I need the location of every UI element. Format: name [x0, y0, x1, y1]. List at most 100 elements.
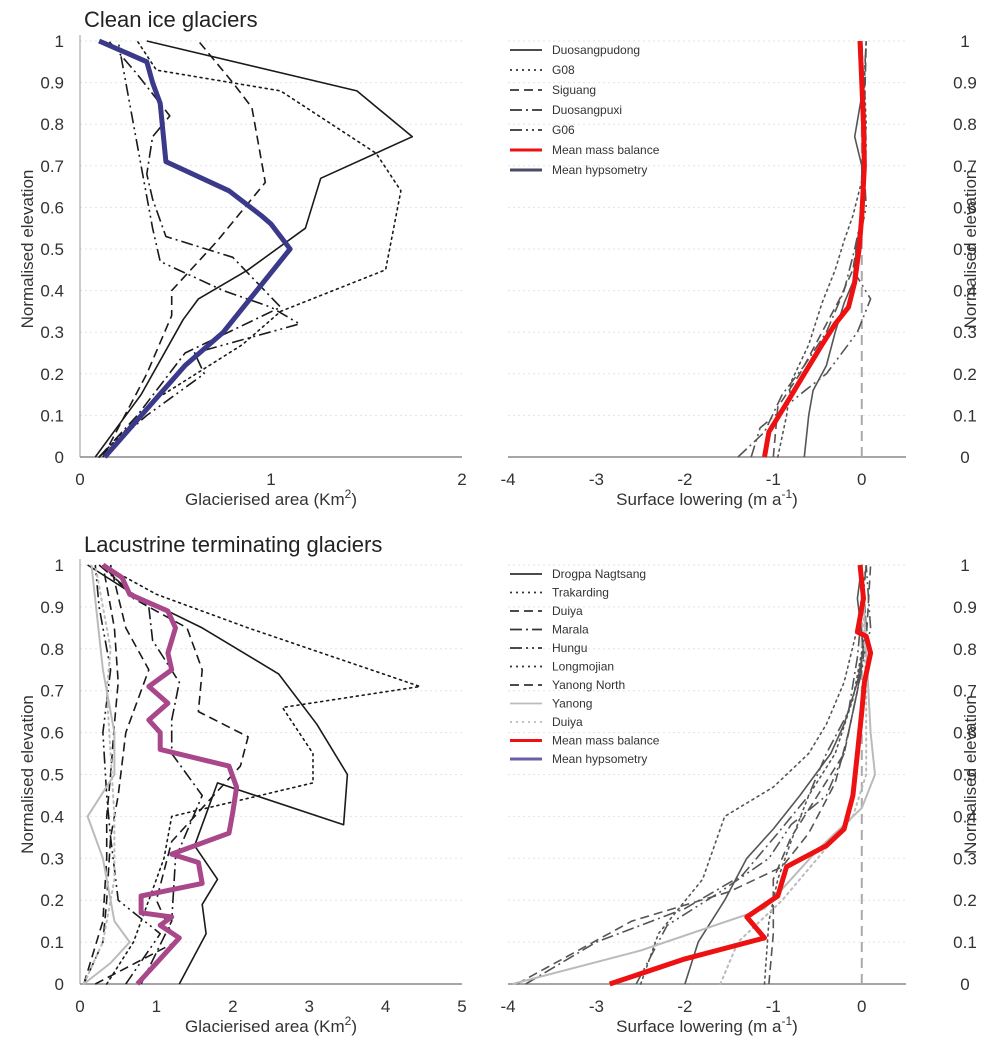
chart-title: Lacustrine terminating glaciers [84, 532, 382, 557]
y-tick-label: 0.1 [953, 406, 977, 425]
x-tick-label: -2 [677, 997, 692, 1016]
y-tick-label: 0.7 [953, 157, 977, 176]
y-tick-label: 0.8 [953, 640, 977, 659]
chart-title: Clean ice glaciers [84, 7, 258, 32]
y-axis-label: Normalised elevation [18, 695, 37, 854]
legend-label: Longmojian [552, 660, 614, 674]
x-tick-label: -3 [589, 997, 604, 1016]
legend-label: Hungu [552, 641, 587, 655]
x-tick-label: 2 [457, 470, 466, 489]
legend-label: Trakarding [552, 586, 609, 600]
x-tick-label: 2 [228, 997, 237, 1016]
y-tick-label: 0.2 [40, 891, 64, 910]
y-tick-label: 0.3 [953, 849, 977, 868]
y-tick-label: 0.9 [953, 74, 977, 93]
y-tick-label: 1 [55, 32, 64, 51]
x-tick-label: -3 [589, 470, 604, 489]
series-line [83, 564, 150, 985]
series-line [83, 564, 131, 985]
series-line [639, 564, 868, 985]
series-line [768, 564, 868, 985]
y-tick-label: 0.7 [40, 682, 64, 701]
y-tick-label: 0.3 [953, 323, 977, 342]
series-line [684, 564, 865, 985]
y-tick-label: 0.1 [40, 933, 64, 952]
x-tick-label: 0 [75, 997, 84, 1016]
series-line [776, 40, 868, 458]
y-tick-label: 0.6 [40, 198, 64, 217]
x-tick-label: -1 [766, 997, 781, 1016]
series-line [98, 40, 282, 458]
y-tick-label: 0 [960, 975, 969, 994]
legend-label: Duiya [552, 715, 583, 729]
y-tick-label: 0.6 [40, 724, 64, 743]
legend-label: Mean hypsometry [552, 163, 647, 177]
y-tick-label: 0.5 [40, 766, 64, 785]
y-tick-label: 0.9 [953, 598, 977, 617]
x-tick-label: 0 [75, 470, 84, 489]
series-line [102, 564, 421, 985]
y-tick-label: 0.5 [953, 240, 977, 259]
y-axis-label: Normalised elevation [961, 695, 980, 854]
y-tick-label: 0.4 [953, 282, 977, 301]
series-line [525, 564, 867, 985]
y-tick-label: 0.1 [953, 933, 977, 952]
y-tick-label: 0.4 [953, 807, 977, 826]
x-tick-label: 1 [152, 997, 161, 1016]
x-axis-label: Surface lowering (m a-1) [616, 1014, 798, 1036]
y-tick-label: 0.6 [953, 198, 977, 217]
series-line [82, 564, 116, 985]
y-axis-label: Normalised elevation [18, 170, 37, 329]
series-line [87, 564, 349, 985]
y-tick-label: 0.1 [40, 406, 64, 425]
legend-label: Duosangpuxi [552, 103, 622, 117]
legend-label: Drogpa Nagtsang [552, 567, 646, 581]
y-axis-label: Normalised elevation [961, 170, 980, 329]
x-tick-label: 4 [381, 997, 390, 1016]
x-tick-label: 0 [857, 997, 866, 1016]
x-tick-label: -4 [500, 997, 515, 1016]
x-axis-label: Surface lowering (m a-1) [616, 487, 798, 509]
series-line [94, 564, 161, 985]
legend-label: Marala [552, 623, 589, 637]
x-axis-label: Glacierised area (Km2) [185, 1014, 357, 1036]
x-axis-label: Glacierised area (Km2) [185, 487, 357, 509]
y-tick-label: 0.3 [40, 849, 64, 868]
x-tick-label: 5 [457, 997, 466, 1016]
legend-label: Duosangpudong [552, 43, 640, 57]
y-tick-label: 0.8 [40, 640, 64, 659]
series-line [98, 564, 203, 985]
x-tick-label: -1 [766, 470, 781, 489]
legend-label: G08 [552, 63, 575, 77]
y-tick-label: 0 [55, 975, 64, 994]
y-tick-label: 0.3 [40, 323, 64, 342]
y-tick-label: 0.4 [40, 282, 64, 301]
y-tick-label: 0.9 [40, 74, 64, 93]
y-tick-label: 0.7 [953, 682, 977, 701]
series-line [98, 40, 402, 458]
y-tick-label: 1 [55, 556, 64, 575]
legend-label: Mean mass balance [552, 734, 660, 748]
legend-label: Mean hypsometry [552, 752, 647, 766]
y-tick-label: 0.2 [953, 365, 977, 384]
series-line [737, 40, 868, 458]
y-tick-label: 1 [960, 556, 969, 575]
x-tick-label: 3 [304, 997, 313, 1016]
y-tick-label: 0.7 [40, 157, 64, 176]
legend-label: G06 [552, 123, 575, 137]
y-tick-label: 0.4 [40, 807, 64, 826]
series-line [101, 562, 240, 986]
legend-label: Siguang [552, 83, 596, 97]
y-tick-label: 0.2 [953, 891, 977, 910]
y-tick-label: 1 [960, 32, 969, 51]
y-tick-label: 0.6 [953, 724, 977, 743]
series-line [516, 564, 872, 985]
series-line [98, 38, 293, 459]
y-tick-label: 0.8 [40, 115, 64, 134]
series-line [608, 564, 874, 987]
y-tick-label: 0.2 [40, 365, 64, 384]
legend-label: Mean mass balance [552, 143, 660, 157]
y-tick-label: 0.8 [953, 115, 977, 134]
y-tick-label: 0.5 [953, 766, 977, 785]
